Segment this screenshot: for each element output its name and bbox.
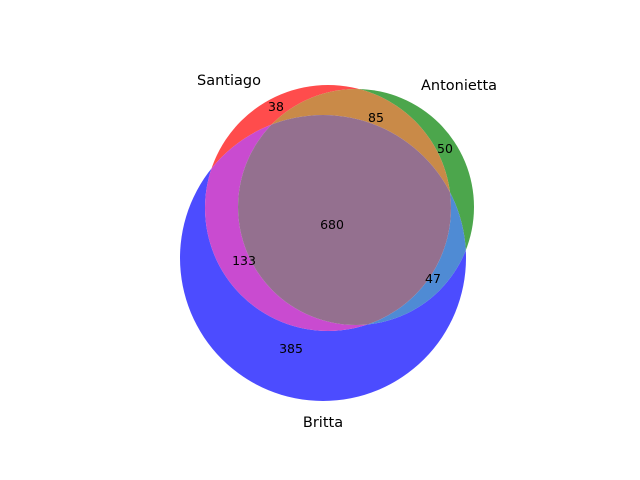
set-label-antonietta: Antonietta	[421, 78, 497, 94]
count-antonietta-only: 50	[437, 141, 453, 156]
count-santiago-only: 38	[268, 99, 284, 114]
count-santiago-antonietta: 85	[368, 110, 384, 125]
count-antonietta-britta: 47	[425, 271, 441, 286]
count-all-three: 680	[320, 217, 344, 232]
region-all-three	[238, 115, 451, 325]
set-label-britta: Britta	[303, 415, 343, 431]
count-santiago-britta: 133	[232, 253, 256, 268]
set-label-santiago: Santiago	[197, 73, 261, 89]
count-britta-only: 385	[279, 341, 303, 356]
